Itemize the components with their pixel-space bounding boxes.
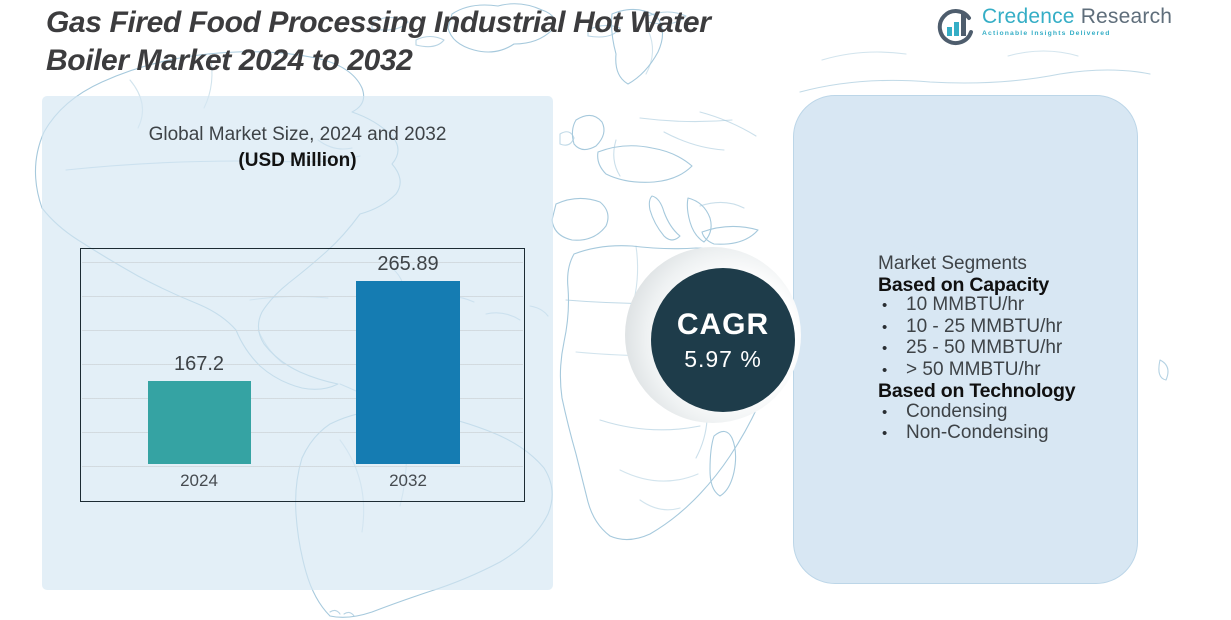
cagr-label: CAGR xyxy=(676,307,770,341)
bar-chart-plot-area: 167.2 265.89 2024 2032 xyxy=(80,248,525,502)
cagr-badge: CAGR 5.97 % xyxy=(651,268,795,412)
market-segments-list: Market Segments Based on Capacity • 10 M… xyxy=(878,253,1128,445)
bullet-icon: • xyxy=(882,340,888,357)
list-item: • 10 - 25 MMBTU/hr xyxy=(878,315,1128,339)
market-size-panel: Global Market Size, 2024 and 2032 (USD M… xyxy=(42,96,553,590)
segment-group-technology-title: Based on Technology xyxy=(878,380,1076,402)
page-title-line2: Boiler Market 2024 to 2032 xyxy=(46,44,413,77)
bullet-icon: • xyxy=(882,361,888,379)
list-item: • Non-Condensing xyxy=(878,422,1128,445)
capacity-item-1: 10 MMBTU/hr xyxy=(906,294,1025,315)
logo-brand-primary: Credence xyxy=(982,5,1075,28)
capacity-item-4: > 50 MMBTU/hr xyxy=(906,358,1041,380)
segment-group-capacity-title: Based on Capacity xyxy=(878,273,1050,296)
logo-tagline: Actionable Insights Delivered xyxy=(982,30,1111,37)
logo-text: Credence Research Actionable Insights De… xyxy=(982,6,1172,38)
technology-item-2: Non-Condensing xyxy=(906,422,1049,443)
bar-2032-value-label: 265.89 xyxy=(377,253,439,275)
bullet-icon: • xyxy=(882,425,888,442)
technology-item-1: Condensing xyxy=(906,400,1008,422)
segments-heading: Market Segments xyxy=(878,253,1027,274)
capacity-item-3: 25 - 50 MMBTU/hr xyxy=(906,337,1063,358)
bullet-icon: • xyxy=(882,403,888,421)
chart-units-label: (USD Million) xyxy=(238,150,357,171)
capacity-item-2: 10 - 25 MMBTU/hr xyxy=(906,315,1063,337)
bar-2024-value-label: 167.2 xyxy=(173,353,225,375)
page-title: Gas Fired Food Processing Industrial Hot… xyxy=(46,4,936,80)
logo-brand: Credence Research xyxy=(982,6,1172,27)
x-axis-label-2032: 2032 xyxy=(389,471,427,490)
credence-research-logo: Credence Research Actionable Insights De… xyxy=(936,6,1172,46)
page-title-line1: Gas Fired Food Processing Industrial Hot… xyxy=(46,6,711,39)
x-axis-label-2024: 2024 xyxy=(180,471,218,490)
bullet-icon: • xyxy=(882,318,888,336)
logo-brand-secondary: Research xyxy=(1074,5,1173,28)
cagr-value: 5.97 % xyxy=(684,345,762,372)
list-item: • 10 MMBTU/hr xyxy=(878,294,1128,317)
list-item: • Condensing xyxy=(878,400,1128,424)
list-item: • > 50 MMBTU/hr xyxy=(878,358,1128,382)
bar-2032 xyxy=(356,281,460,464)
bar-2024 xyxy=(148,381,251,464)
bar-chart-circle-icon xyxy=(937,9,973,46)
market-segments-panel: Market Segments Based on Capacity • 10 M… xyxy=(793,95,1138,584)
list-item: • 25 - 50 MMBTU/hr xyxy=(878,337,1128,360)
bullet-icon: • xyxy=(882,297,888,314)
chart-title: Global Market Size, 2024 and 2032 xyxy=(148,124,447,145)
